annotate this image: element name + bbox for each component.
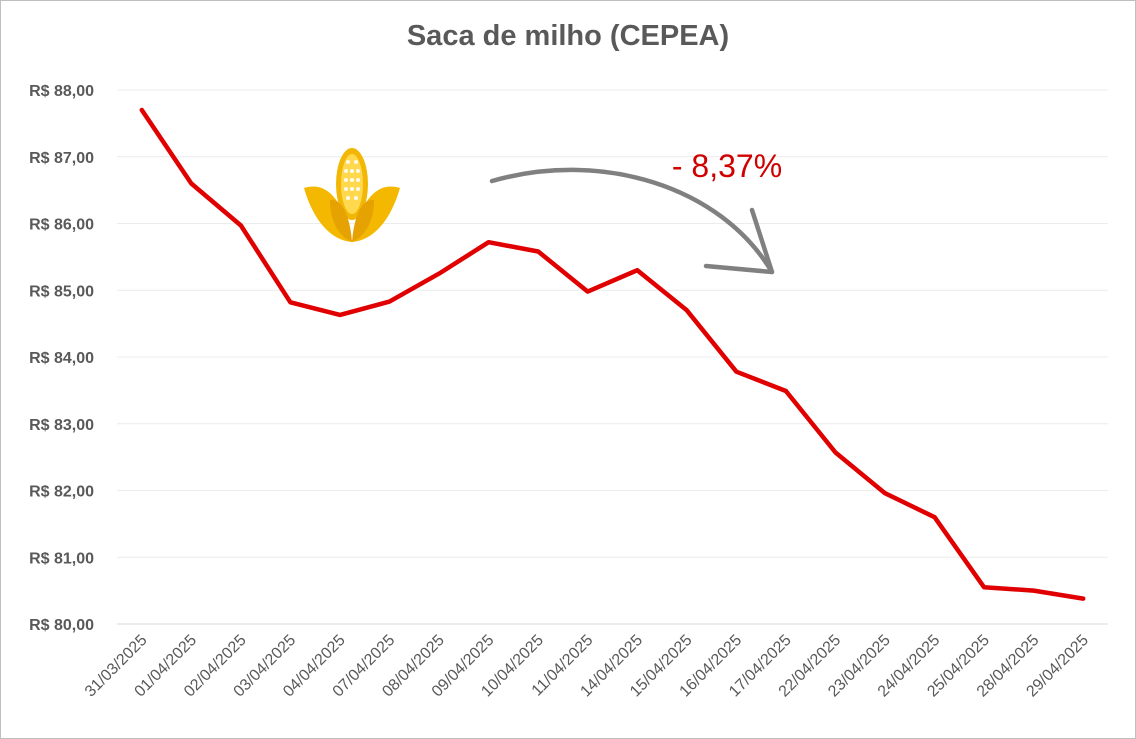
- y-tick-label: R$ 87,00: [29, 150, 94, 167]
- series-line-saca-de-milho: [139, 107, 1086, 601]
- chart-title: Saca de milho (CEPEA): [406, 20, 730, 52]
- y-tick-label: R$ 81,00: [29, 550, 94, 567]
- y-tick-label: R$ 88,00: [29, 83, 94, 100]
- decline-arrow: [489, 167, 775, 275]
- y-axis: R$ 80,00 R$ 81,00 R$ 82,00 R$ 83,00 R$ 84,00…: [29, 83, 94, 634]
- y-tick-label: R$ 82,00: [29, 484, 94, 501]
- y-tick-label: R$ 80,00: [29, 617, 94, 634]
- y-tick-label: R$ 83,00: [29, 417, 94, 434]
- y-tick-label: R$ 86,00: [29, 217, 94, 234]
- x-axis: 31/03/202501/04/202502/04/202503/04/2025…: [82, 632, 1092, 701]
- corn-icon: [304, 148, 400, 242]
- y-tick-label: R$ 85,00: [29, 283, 94, 300]
- y-tick-label: R$ 84,00: [29, 350, 94, 367]
- percent-change-label: - 8,37%: [672, 148, 782, 184]
- gridlines: [117, 89, 1108, 625]
